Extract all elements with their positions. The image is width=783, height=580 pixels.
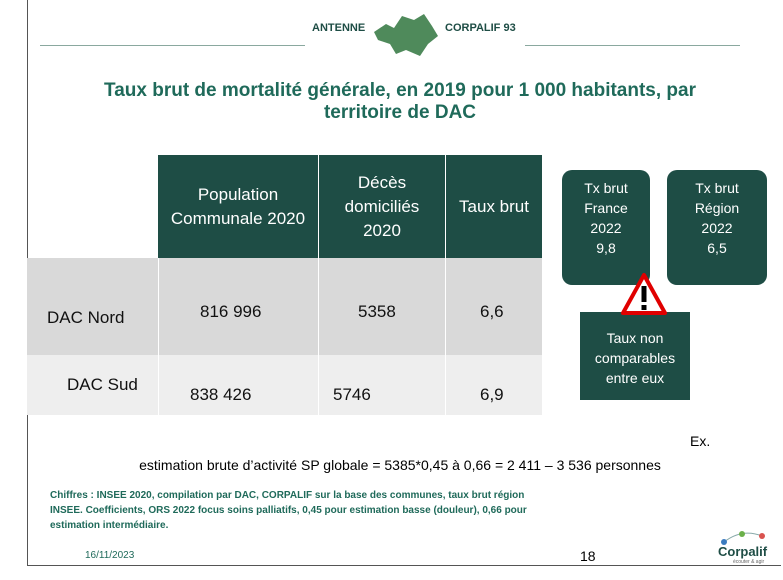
logo-mark [721,531,765,545]
estimation: estimation brute d’activité SP globale =… [139,457,661,473]
header-rule [525,45,740,46]
column-header: Population Communale 2020 [158,155,318,258]
box-value: 6,5 [707,240,727,256]
example-label: Ex. [690,433,711,449]
header-rule [40,45,305,46]
warning-box: Taux non comparables entre eux [580,312,690,400]
cell: 6,6 [480,302,504,321]
row-band [27,355,542,415]
row-band [27,258,542,355]
cell: 6,9 [480,385,504,404]
col-rule [318,155,319,415]
map-icon [374,14,438,56]
box-label: Tx brut France 2022 [584,180,628,236]
cell: 5746 [333,385,371,404]
slide-title: Taux brut de mortalité générale, en 2019… [104,80,696,123]
logo: Corpalif [718,544,768,559]
rate-box: Tx brut Région 2022 6,5 [667,170,767,285]
date: 16/11/2023 [85,550,135,561]
box-label: Tx brut Région 2022 [694,180,740,236]
header-right: CORPALIF 93 [445,22,516,34]
column-header: Taux brut [446,155,542,258]
cell: 816 996 [200,302,262,321]
source-note: Chiffres : INSEE 2020, compilation par D… [50,490,527,531]
cell: 5358 [358,302,396,321]
col-rule [158,258,159,415]
rate-box: Tx brut France 2022 9,8 [562,170,650,285]
row-label: DAC Sud [67,375,138,394]
logo-tagline: écouter & agir [733,559,765,565]
row-label: DAC Nord [47,308,125,327]
warning-icon [621,273,667,315]
header-left: ANTENNE [312,22,366,34]
page-number: 18 [580,548,596,564]
cell: 838 426 [190,385,252,404]
column-header: Décès domiciliés 2020 [319,155,445,258]
box-value: 9,8 [596,240,616,256]
col-rule [445,155,446,415]
